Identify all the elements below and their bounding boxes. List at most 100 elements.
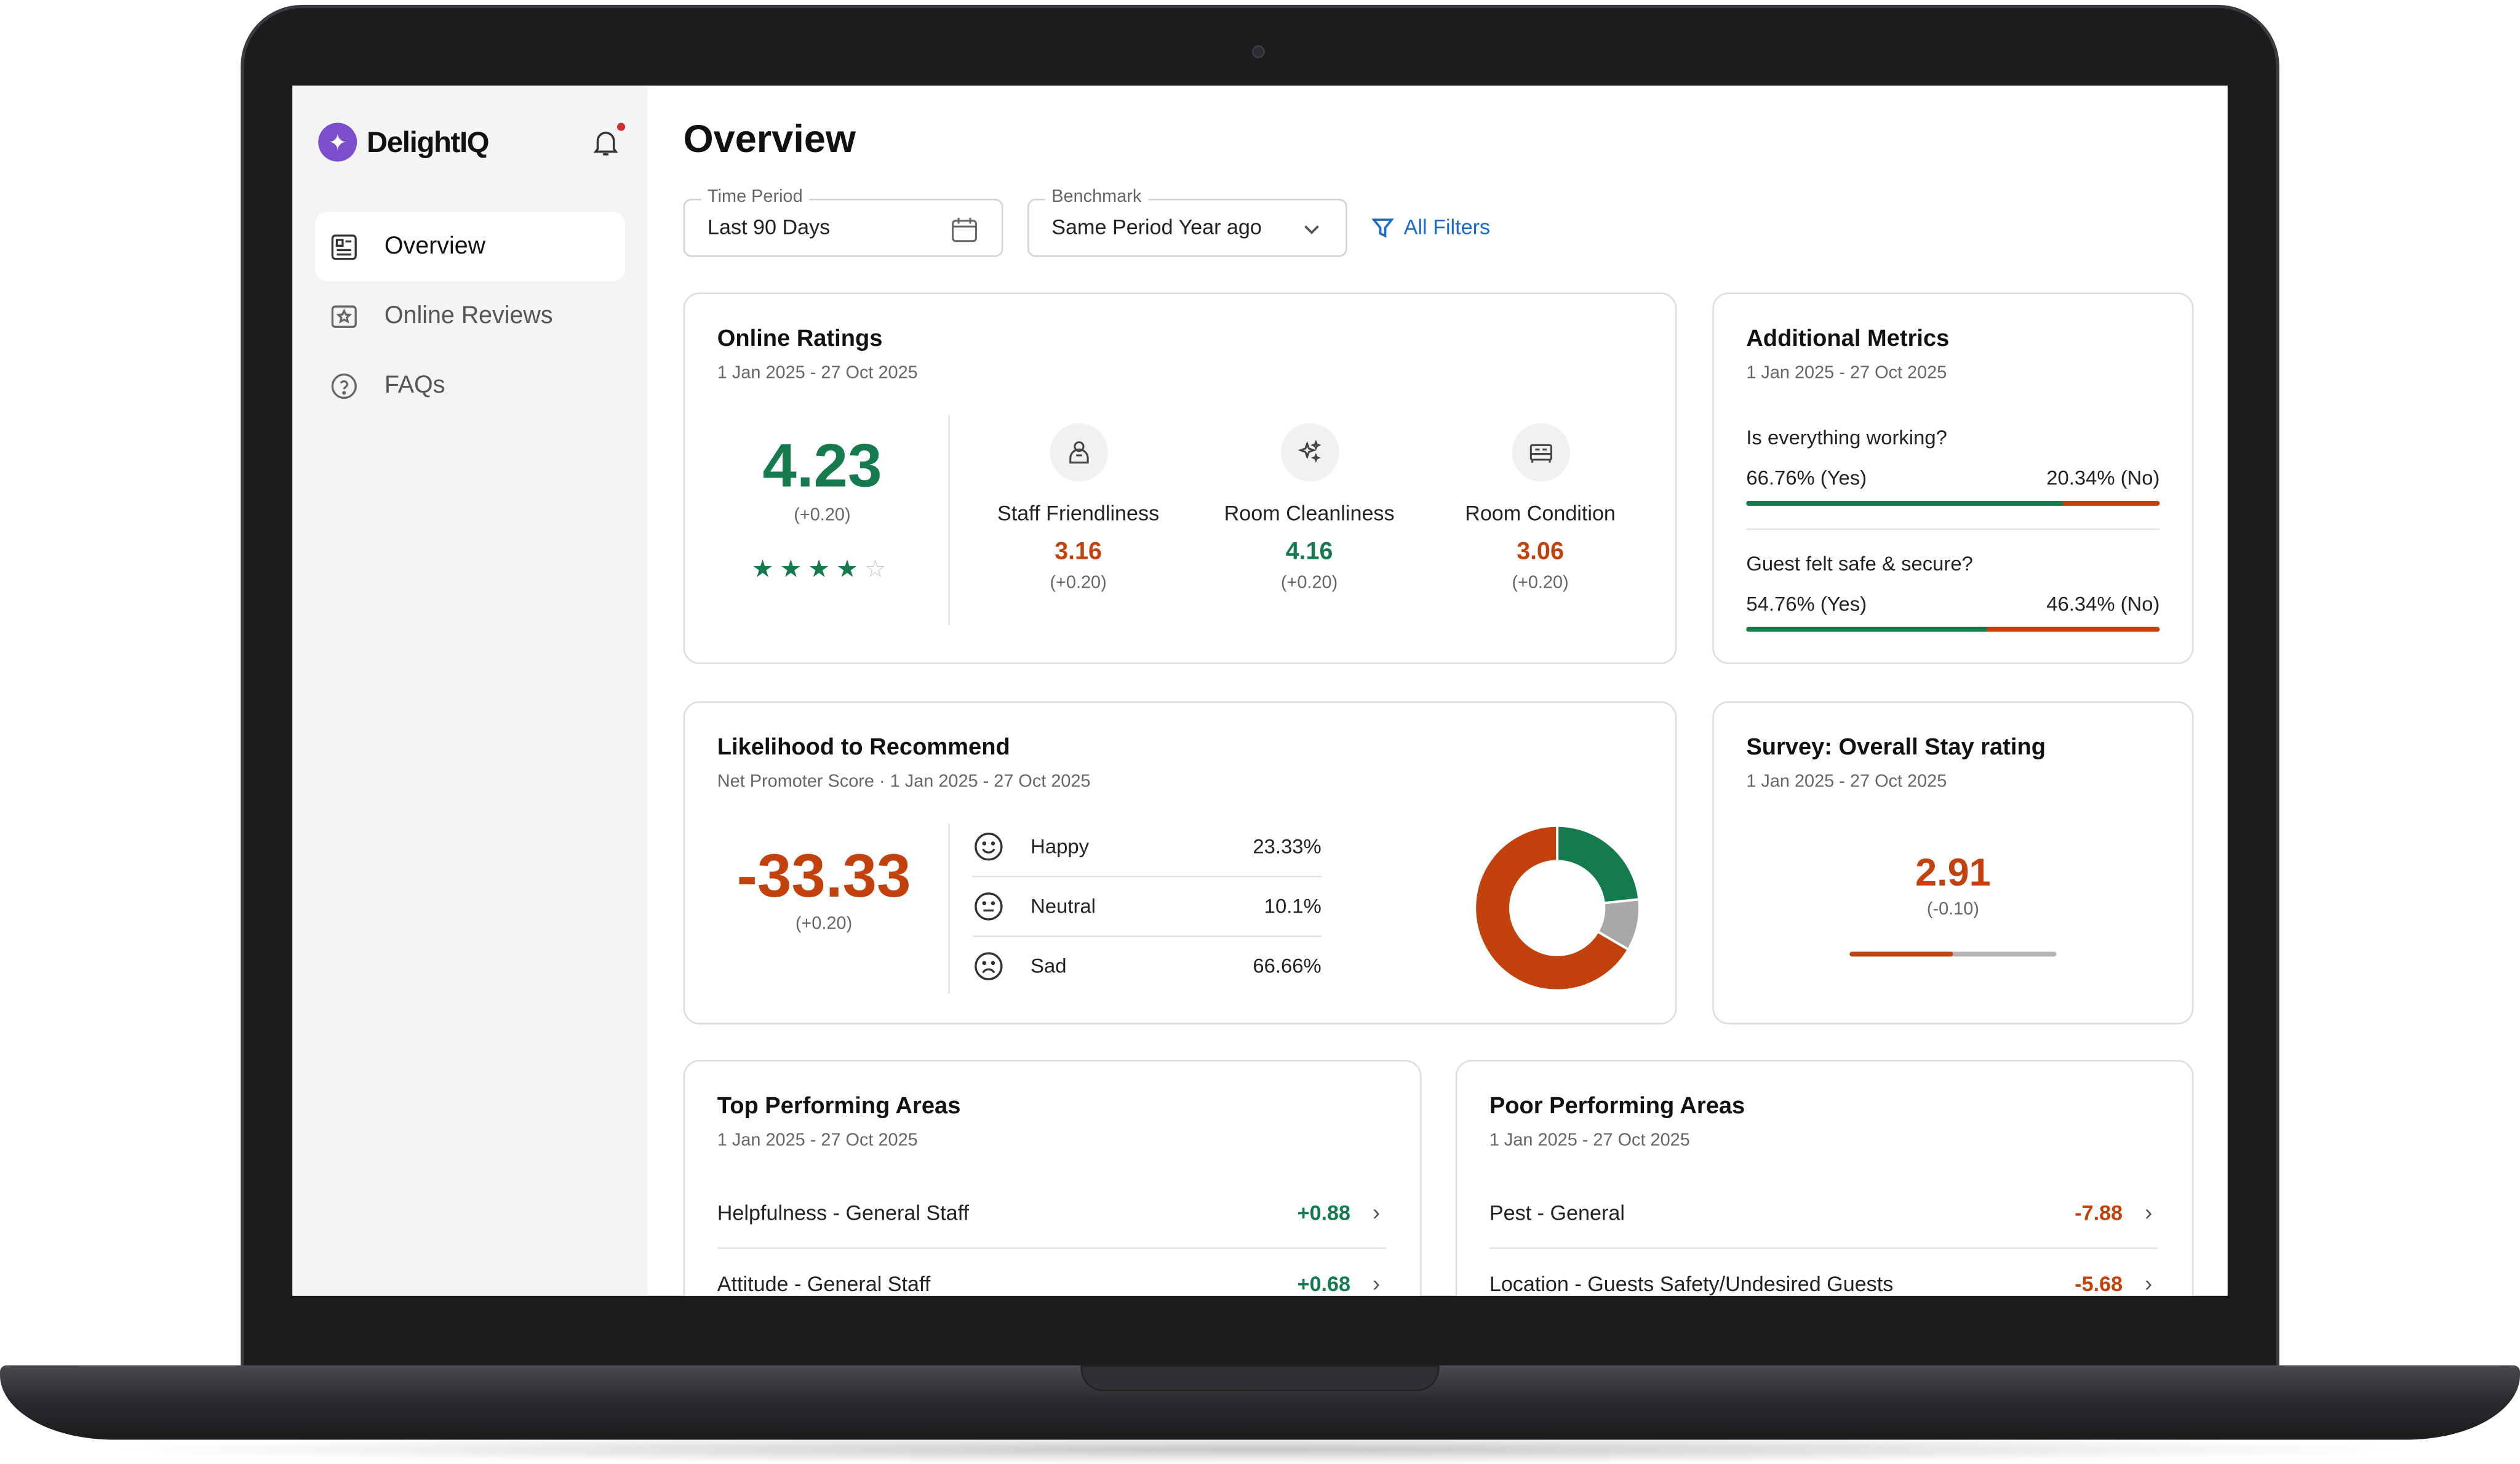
- sidebar-item-faqs[interactable]: FAQs: [315, 351, 625, 420]
- chevron-right-icon: ›: [2144, 1270, 2153, 1296]
- nps-row-label: Happy: [1031, 835, 1090, 858]
- card-date-range: 1 Jan 2025 - 27 Oct 2025: [717, 363, 918, 383]
- nps-donut-chart: [1473, 824, 1641, 992]
- star-filled-icon: ★: [836, 556, 865, 583]
- divider: [717, 1247, 1386, 1249]
- metric-label: Room Cleanliness: [1224, 500, 1395, 526]
- metric-icon-wrap: [1511, 423, 1569, 482]
- time-period-select[interactable]: Time Period Last 90 Days: [683, 187, 1003, 257]
- area-row[interactable]: Attitude - General Staff +0.68 ›: [717, 1265, 1386, 1296]
- card-subtitle: Net Promoter Score · 1 Jan 2025 - 27 Oct…: [717, 772, 1091, 792]
- card-date-range: 1 Jan 2025 - 27 Oct 2025: [717, 1130, 918, 1151]
- metric-value: 4.16: [1285, 538, 1333, 566]
- calendar-icon: [952, 217, 977, 242]
- bed-icon: [1529, 444, 1552, 463]
- top-areas-card: Top Performing Areas 1 Jan 2025 - 27 Oct…: [683, 1060, 1422, 1296]
- sparkle-icon: [1297, 439, 1321, 463]
- card-title: Additional Metrics: [1746, 326, 1950, 353]
- nps-score-change: (+0.20): [795, 914, 853, 934]
- survey-card: Survey: Overall Stay rating 1 Jan 2025 -…: [1712, 701, 2194, 1025]
- overall-rating-value: 4.23: [762, 433, 882, 501]
- area-row[interactable]: Helpfulness - General Staff +0.88 ›: [717, 1194, 1386, 1230]
- chevron-right-icon: ›: [1372, 1270, 1381, 1296]
- card-title: Online Ratings: [717, 326, 883, 353]
- divider: [1746, 528, 2160, 530]
- metric-icon-wrap: [1049, 423, 1107, 482]
- star-box-icon: [331, 305, 357, 327]
- yes-no-bar: [1746, 626, 2160, 632]
- divider: [972, 876, 1322, 878]
- all-filters-button[interactable]: All Filters: [1371, 215, 1490, 239]
- brand-logo[interactable]: ✦ DelightIQ: [318, 122, 490, 162]
- area-row-value: -5.68: [2075, 1271, 2123, 1295]
- area-row[interactable]: Pest - General -7.88 ›: [1489, 1194, 2158, 1230]
- sidebar-item-label: Online Reviews: [384, 302, 553, 330]
- neutral-face-icon: [975, 892, 1003, 921]
- nps-row-label: Sad: [1031, 954, 1067, 978]
- card-title: Likelihood to Recommend: [717, 735, 1010, 761]
- area-row-value: +0.88: [1297, 1199, 1351, 1224]
- divider: [948, 415, 950, 626]
- nps-row-neutral: Neutral 10.1%: [973, 889, 1322, 924]
- sidebar-item-online-reviews[interactable]: Online Reviews: [315, 281, 625, 351]
- app-screen: ✦ DelightIQ Overview Online Reviews FAQs…: [292, 86, 2228, 1296]
- area-row-label: Helpfulness - General Staff: [717, 1199, 969, 1224]
- metric-icon-wrap: [1280, 423, 1339, 482]
- divider: [972, 935, 1322, 937]
- metric-change: (+0.20): [1512, 574, 1569, 593]
- nps-row-label: Neutral: [1031, 895, 1096, 918]
- app-name: DelightIQ: [367, 125, 490, 158]
- card-date-range: 1 Jan 2025 - 27 Oct 2025: [1746, 772, 1947, 792]
- area-row-label: Location - Guests Safety/Undesired Guest…: [1489, 1271, 1894, 1295]
- yes-bar-fill: [1746, 626, 1987, 632]
- happy-face-icon: [975, 833, 1003, 861]
- all-filters-label: All Filters: [1403, 215, 1491, 239]
- no-percent: 46.34% (No): [2046, 593, 2160, 616]
- survey-score-change: (-0.10): [1926, 900, 1979, 919]
- logo-sparkle-icon: ✦: [318, 122, 357, 162]
- benchmark-select[interactable]: Benchmark Same Period Year ago: [1027, 187, 1347, 257]
- donut-slice-sad: [1473, 824, 1630, 992]
- nps-score-value: -33.33: [736, 843, 911, 911]
- area-row[interactable]: Location - Guests Safety/Undesired Guest…: [1489, 1265, 2158, 1296]
- chevron-down-icon: [1304, 225, 1319, 234]
- benchmark-value: Same Period Year ago: [1051, 215, 1262, 239]
- metric-value: 3.06: [1517, 538, 1564, 566]
- time-period-value: Last 90 Days: [708, 215, 831, 239]
- yes-percent: 66.76% (Yes): [1746, 466, 1867, 490]
- sidebar-item-overview[interactable]: Overview: [315, 211, 626, 281]
- card-title: Survey: Overall Stay rating: [1746, 735, 2046, 761]
- time-period-label: Time Period: [701, 187, 810, 207]
- area-row-label: Pest - General: [1489, 1199, 1625, 1224]
- donut-slice-happy: [1556, 824, 1641, 905]
- nps-row-happy: Happy 23.33%: [973, 829, 1322, 865]
- nps-row-sad: Sad 66.66%: [973, 948, 1322, 984]
- question-text: Is everything working?: [1746, 426, 1947, 449]
- chevron-right-icon: ›: [1372, 1199, 1381, 1225]
- bell-icon[interactable]: [589, 126, 622, 159]
- survey-progress-track: [1849, 951, 2057, 957]
- question-icon: [331, 372, 357, 398]
- divider: [1489, 1247, 2158, 1249]
- nps-row-value: 23.33%: [1253, 835, 1322, 858]
- sidebar: ✦ DelightIQ Overview Online Reviews FAQs: [292, 86, 648, 1296]
- overview-icon: [331, 233, 357, 259]
- star-rating: ★★★★☆: [717, 554, 927, 583]
- yes-percent: 54.76% (Yes): [1746, 593, 1867, 616]
- card-date-range: 1 Jan 2025 - 27 Oct 2025: [1746, 363, 1947, 383]
- yes-bar-fill: [1746, 500, 2063, 506]
- metric-change: (+0.20): [1280, 574, 1338, 593]
- staff-icon: [1068, 441, 1088, 464]
- star-filled-icon: ★: [808, 556, 837, 583]
- yes-no-bar: [1746, 500, 2160, 506]
- rating-metric-1: Staff Friendliness 3.16 (+0.20): [963, 423, 1194, 593]
- star-filled-icon: ★: [780, 556, 808, 583]
- nps-row-value: 66.66%: [1253, 954, 1322, 978]
- overall-rating-change: (+0.20): [794, 505, 851, 526]
- additional-metrics-card: Additional Metrics 1 Jan 2025 - 27 Oct 2…: [1712, 292, 2194, 665]
- card-title: Top Performing Areas: [717, 1094, 961, 1120]
- chevron-right-icon: ›: [2144, 1199, 2153, 1225]
- area-row-value: -7.88: [2075, 1199, 2123, 1224]
- rating-metric-3: Room Condition 3.06 (+0.20): [1425, 423, 1656, 593]
